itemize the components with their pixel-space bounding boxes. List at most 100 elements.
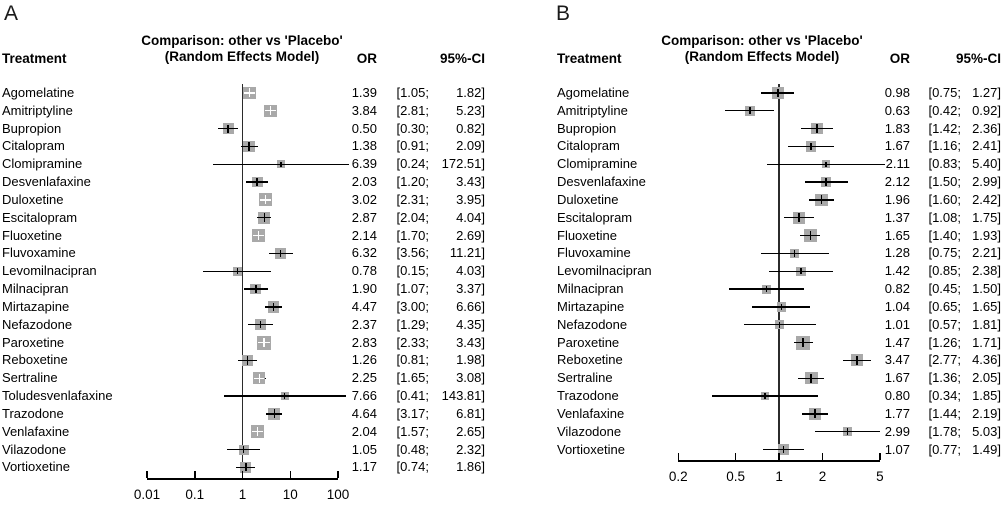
ci-value: [1.60; 2.42]	[917, 191, 1001, 209]
or-value: 7.66	[351, 388, 377, 404]
ci-high-text: 2.05]	[972, 370, 1001, 386]
x-axis-tick-label: 1	[238, 487, 247, 502]
ci-value: [1.20; 3.43]	[385, 173, 485, 191]
ci-low-text: [1.08;	[928, 209, 961, 225]
x-axis-tick-label: 0.01	[133, 487, 161, 502]
panel-b-title-line1: Comparison: other vs 'Placebo'	[661, 33, 863, 48]
x-axis-tick-label: 5	[876, 469, 884, 484]
panel-b-title: Comparison: other vs 'Placebo' (Random E…	[612, 33, 912, 65]
ci-high-text: 6.66]	[456, 298, 485, 314]
ci-high-text: 4.04]	[456, 209, 485, 225]
ci-low-text: [0.42;	[928, 102, 961, 118]
treatment-label: Levomilnacipran	[2, 263, 97, 279]
point-estimate-tick	[256, 178, 258, 186]
ci-low-text: [2.77;	[928, 352, 961, 368]
or-value: 1.37	[884, 209, 910, 225]
ci-value: [0.15; 4.03]	[385, 262, 485, 280]
panel-b-col-or: OR	[889, 51, 910, 66]
ci-low-text: [0.41;	[396, 388, 429, 404]
ci-low-text: [2.81;	[396, 102, 429, 118]
ci-value: [1.50; 2.99]	[917, 173, 1001, 191]
or-value: 2.04	[351, 423, 377, 439]
treatment-label: Levomilnacipran	[557, 263, 652, 279]
ci-high-text: 2.38]	[972, 263, 1001, 279]
ci-value: [1.16; 2.41]	[917, 137, 1001, 155]
ci-low-text: [1.50;	[928, 174, 961, 190]
ci-high-text: 1.50]	[972, 281, 1001, 297]
point-estimate-tick	[227, 124, 229, 133]
treatment-label: Paroxetine	[557, 334, 620, 350]
treatment-label: Mirtazapine	[2, 298, 70, 314]
or-value: 3.84	[351, 102, 377, 118]
treatment-label: Duloxetine	[557, 191, 619, 207]
ci-value: [0.57; 1.81]	[917, 316, 1001, 334]
or-value: 1.96	[884, 191, 910, 207]
point-estimate-tick	[800, 268, 802, 275]
x-axis-tick	[879, 453, 881, 460]
ci-high-text: 2.99]	[972, 174, 1001, 190]
ci-value: [2.81; 5.23]	[385, 102, 485, 120]
ci-value: [0.34; 1.85]	[917, 387, 1001, 405]
or-value: 2.14	[351, 227, 377, 243]
x-axis-tick	[677, 453, 680, 460]
point-estimate-tick	[810, 142, 812, 151]
or-value: 1.28	[884, 245, 910, 261]
or-value: 1.77	[884, 405, 910, 421]
treatment-label: Paroxetine	[2, 334, 65, 350]
ci-value: [1.29; 4.35]	[385, 316, 485, 334]
ci-low-text: [1.42;	[928, 120, 961, 136]
ci-high-text: 6.81]	[456, 405, 485, 421]
ci-low-text: [1.78;	[928, 423, 961, 439]
ci-low-text: [1.05;	[396, 85, 429, 100]
or-value: 1.05	[351, 441, 377, 457]
ci-value: [1.44; 2.19]	[917, 405, 1001, 423]
ci-high-text: 3.37]	[456, 281, 485, 297]
ci-value: [1.65; 3.08]	[385, 369, 485, 387]
treatment-label: Citalopram	[2, 138, 65, 154]
treatment-label: Venlafaxine	[2, 423, 70, 439]
ci-value: [0.85; 2.38]	[917, 262, 1001, 280]
panel-b-title-line2: (Random Effects Model)	[684, 49, 840, 64]
point-estimate-tick	[778, 321, 781, 328]
ci-high-text: 2.69]	[456, 227, 485, 243]
x-axis-tick	[821, 453, 824, 460]
treatment-label: Milnacipran	[2, 281, 69, 297]
or-value: 2.11	[885, 156, 910, 172]
x-axis	[147, 478, 338, 480]
ci-high-text: 3.43]	[456, 174, 485, 190]
panel-b-col-treatment: Treatment	[557, 51, 622, 66]
point-estimate-tick	[248, 142, 250, 151]
ci-value: [2.33; 3.43]	[385, 334, 485, 352]
or-value: 1.67	[884, 370, 910, 386]
point-estimate-tick	[825, 178, 827, 186]
or-value: 1.65	[884, 227, 910, 243]
point-estimate-tick	[798, 213, 800, 223]
point-estimate-tick	[255, 285, 257, 293]
point-estimate-tick	[809, 231, 812, 241]
point-estimate-tick	[816, 124, 818, 133]
x-axis-tick-label: 100	[326, 487, 350, 502]
x-axis	[678, 460, 880, 462]
or-value: 1.83	[884, 120, 910, 136]
or-value: 2.87	[351, 209, 377, 225]
point-estimate-tick	[257, 231, 260, 241]
point-estimate-tick	[749, 107, 751, 115]
treatment-label: Agomelatine	[557, 85, 630, 100]
treatment-label: Vortioxetine	[2, 459, 70, 475]
ci-low-text: [0.24;	[396, 156, 429, 172]
ci-value: [0.74; 1.86]	[385, 458, 485, 476]
ci-high-text: 3.95]	[456, 191, 485, 207]
ci-high-text: 2.65]	[456, 423, 485, 439]
or-value: 2.03	[351, 174, 377, 190]
ci-high-text: 2.36]	[972, 120, 1001, 136]
ci-value: [1.42; 2.36]	[917, 120, 1001, 138]
point-estimate-tick	[802, 338, 804, 348]
panel-a-col-or: OR	[356, 51, 377, 66]
ci-low-text: [0.81;	[396, 352, 429, 368]
treatment-label: Amitriptyline	[557, 102, 628, 118]
ci-low-text: [0.65;	[928, 298, 961, 314]
ci-value: [2.04; 4.04]	[385, 209, 485, 227]
or-value: 1.39	[351, 85, 377, 100]
ci-value: [2.31; 3.95]	[385, 191, 485, 209]
